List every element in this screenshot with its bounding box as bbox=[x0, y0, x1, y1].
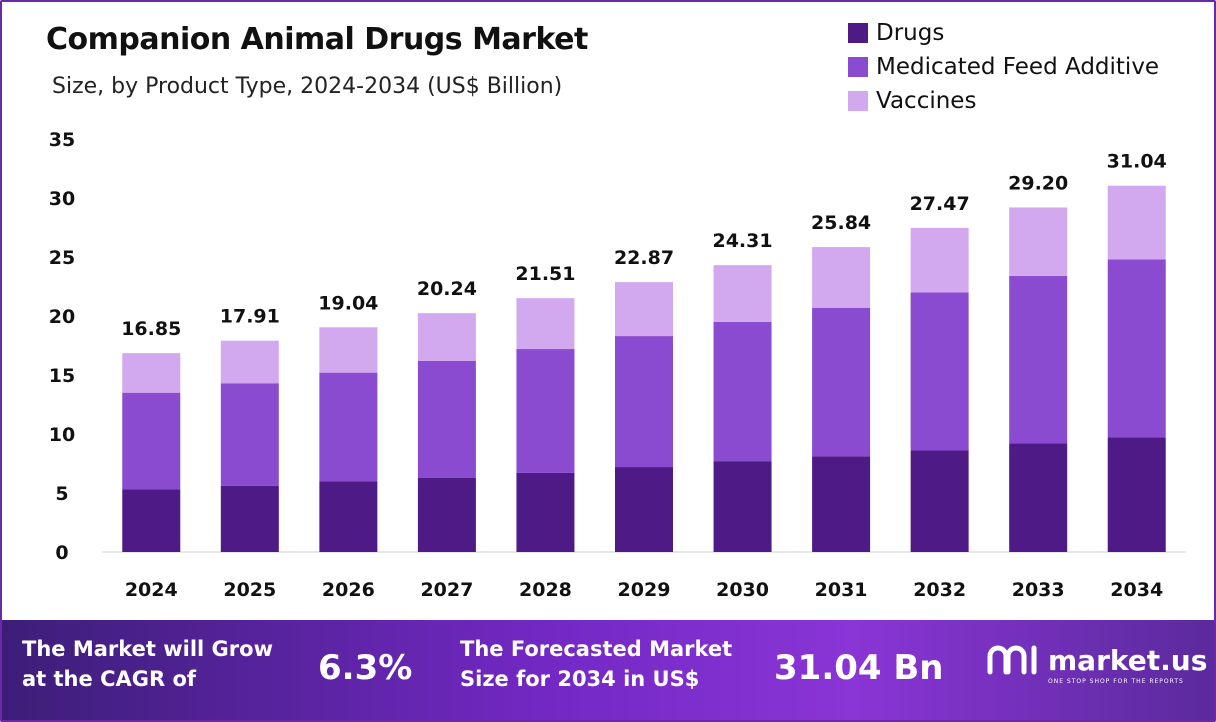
legend-swatch-medicated-feed-additive bbox=[848, 57, 868, 77]
bar-total-label: 17.91 bbox=[220, 306, 280, 328]
forecast-value: 31.04 Bn bbox=[774, 648, 944, 688]
legend-item-drugs: Drugs bbox=[848, 16, 1159, 50]
bar-segment-drugs bbox=[122, 489, 181, 552]
x-tick-label: 2032 bbox=[913, 579, 966, 601]
bar-total-label: 20.24 bbox=[417, 278, 477, 300]
forecast-label-line2: Size for 2034 in US$ bbox=[460, 667, 700, 691]
bar-segment-vaccines bbox=[319, 327, 378, 373]
footer-banner: The Market will Grow at the CAGR of 6.3%… bbox=[2, 620, 1214, 720]
market-us-logo-icon bbox=[987, 645, 1037, 675]
bar-segment-drugs bbox=[516, 472, 575, 552]
bar-segment-vaccines bbox=[1107, 185, 1166, 260]
brand-tagline: ONE STOP SHOP FOR THE REPORTS bbox=[1048, 678, 1184, 685]
bar-segment-vaccines bbox=[713, 265, 772, 322]
legend-label: Medicated Feed Additive bbox=[876, 54, 1160, 80]
x-tick-label: 2029 bbox=[618, 579, 671, 601]
bar-total-label: 22.87 bbox=[614, 247, 674, 269]
bar-segment-drugs bbox=[713, 461, 772, 552]
bar-total-label: 19.04 bbox=[318, 292, 378, 314]
bar-segment-drugs bbox=[319, 481, 378, 552]
bar-total-label: 24.31 bbox=[712, 230, 772, 252]
legend-swatch-vaccines bbox=[848, 91, 868, 111]
y-tick-label: 30 bbox=[49, 188, 75, 210]
bar-segment-medicated-feed-additive bbox=[319, 372, 378, 482]
bar-segment-medicated-feed-additive bbox=[812, 307, 871, 457]
y-tick-label: 20 bbox=[49, 306, 75, 328]
bar-segment-vaccines bbox=[1009, 207, 1068, 276]
y-tick-label: 5 bbox=[55, 483, 68, 505]
bar-total-label: 25.84 bbox=[811, 212, 871, 234]
bar-segment-vaccines bbox=[417, 313, 476, 361]
cagr-label: The Market will Grow at the CAGR of bbox=[22, 634, 273, 694]
legend-item-medicated-feed-additive: Medicated Feed Additive bbox=[848, 50, 1159, 84]
y-tick-label: 10 bbox=[49, 424, 75, 446]
bar-segment-vaccines bbox=[615, 282, 673, 337]
bar-segment-drugs bbox=[1009, 443, 1068, 552]
x-tick-label: 2027 bbox=[420, 579, 473, 601]
bar-total-label: 21.51 bbox=[515, 263, 575, 285]
bar-segment-medicated-feed-additive bbox=[1107, 259, 1166, 438]
bar-total-label: 27.47 bbox=[910, 193, 970, 215]
bar-segment-vaccines bbox=[812, 247, 871, 308]
brand-logo: market.us bbox=[986, 642, 1207, 678]
x-tick-label: 2030 bbox=[716, 579, 769, 601]
forecast-label-line1: The Forecasted Market bbox=[460, 637, 733, 661]
legend-label: Drugs bbox=[876, 20, 945, 46]
bar-total-label: 29.20 bbox=[1008, 172, 1068, 194]
bar-segment-medicated-feed-additive bbox=[910, 292, 969, 451]
bar-segment-medicated-feed-additive bbox=[220, 383, 279, 486]
x-tick-label: 2026 bbox=[322, 579, 375, 601]
bar-segment-vaccines bbox=[220, 340, 279, 384]
legend: Drugs Medicated Feed Additive Vaccines bbox=[848, 16, 1159, 118]
bar-total-label: 16.85 bbox=[121, 318, 181, 340]
x-tick-label: 2031 bbox=[815, 579, 868, 601]
bar-segment-drugs bbox=[1107, 437, 1166, 552]
bar-total-label: 31.04 bbox=[1107, 151, 1167, 173]
bar-segment-vaccines bbox=[910, 227, 969, 293]
bar-segment-drugs bbox=[417, 477, 476, 552]
legend-label: Vaccines bbox=[876, 88, 977, 114]
cagr-value: 6.3% bbox=[318, 648, 413, 688]
y-tick-label: 25 bbox=[49, 247, 75, 269]
bar-segment-drugs bbox=[220, 485, 279, 552]
x-tick-label: 2024 bbox=[125, 579, 178, 601]
bar-segment-drugs bbox=[910, 450, 969, 552]
stacked-bar-chart: 0510152025303516.85202417.91202519.04202… bbox=[49, 129, 1186, 601]
x-tick-label: 2034 bbox=[1110, 579, 1163, 601]
x-tick-label: 2033 bbox=[1012, 579, 1065, 601]
x-tick-label: 2025 bbox=[223, 579, 276, 601]
bar-segment-medicated-feed-additive bbox=[1009, 275, 1068, 444]
bar-segment-medicated-feed-additive bbox=[122, 392, 181, 490]
bar-segment-vaccines bbox=[516, 298, 575, 350]
cagr-label-line1: The Market will Grow bbox=[22, 637, 273, 661]
bar-segment-medicated-feed-additive bbox=[417, 360, 476, 478]
legend-swatch-drugs bbox=[848, 23, 868, 43]
chart-title: Companion Animal Drugs Market bbox=[46, 22, 588, 57]
y-tick-label: 0 bbox=[55, 542, 68, 564]
y-tick-label: 15 bbox=[49, 365, 75, 387]
bar-segment-vaccines bbox=[122, 353, 181, 393]
cagr-label-line2: at the CAGR of bbox=[22, 667, 197, 691]
y-tick-label: 35 bbox=[49, 129, 75, 151]
x-tick-label: 2028 bbox=[519, 579, 572, 601]
bar-segment-medicated-feed-additive bbox=[713, 321, 772, 462]
legend-item-vaccines: Vaccines bbox=[848, 84, 1159, 118]
bar-segment-medicated-feed-additive bbox=[516, 349, 575, 473]
bar-segment-drugs bbox=[615, 467, 673, 552]
forecast-label: The Forecasted Market Size for 2034 in U… bbox=[460, 634, 732, 694]
bar-segment-medicated-feed-additive bbox=[615, 336, 673, 468]
chart-subtitle: Size, by Product Type, 2024-2034 (US$ Bi… bbox=[52, 74, 563, 99]
bar-segment-drugs bbox=[812, 456, 871, 552]
brand-name: market.us bbox=[1048, 643, 1208, 677]
